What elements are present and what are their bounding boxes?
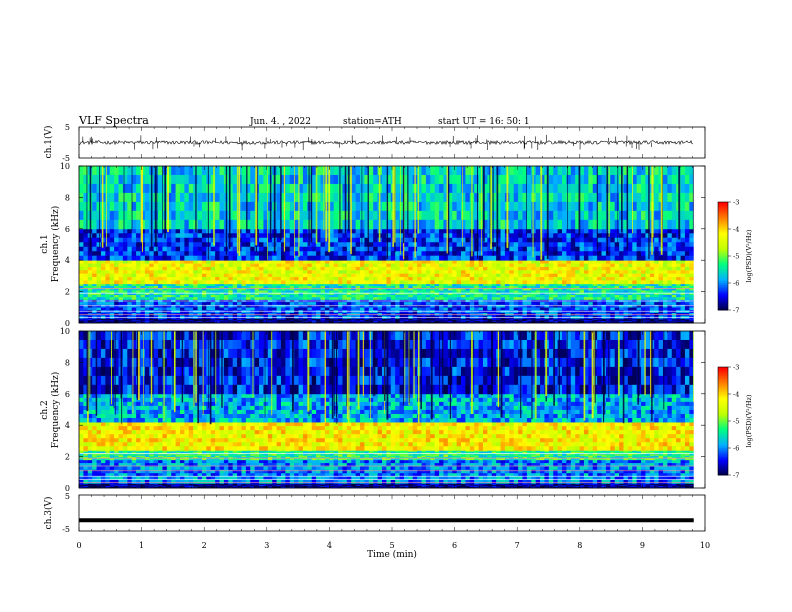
station-label: station=ATH <box>343 117 402 127</box>
ch1-colorbar-tick-label: -5 <box>733 253 739 261</box>
date-label: Jun. 4. , 2022 <box>249 117 311 127</box>
ch3-waveform-ylabel: ch.3(V) <box>43 497 54 530</box>
time-axis-tick-label: 10 <box>700 541 710 550</box>
ch1-spectrogram-ytick-label: 0 <box>65 319 70 328</box>
ch2-colorbar-tick-label: -4 <box>733 391 739 399</box>
time-axis-tick-label: 0 <box>76 541 81 550</box>
ch1-spectrogram-ytick-label: 8 <box>65 193 70 202</box>
ch1-waveform-ylabel: ch.1(V) <box>43 126 54 159</box>
ch1-colorbar-tick-label: -3 <box>733 199 739 207</box>
ch1-waveform-spikes <box>82 134 652 151</box>
time-axis-tick-label: 3 <box>264 541 269 550</box>
time-axis-tick-label: 1 <box>139 541 144 550</box>
ch1-spectrogram-yticks: 10 8 6 4 2 0 <box>60 162 706 328</box>
ch1-colorbar-tick-label: -6 <box>733 280 739 288</box>
time-axis-tick-label: 4 <box>327 541 332 550</box>
start-time-label: start UT = 16: 50: 1 <box>438 117 530 127</box>
ch2-spectrogram-ytick-label: 2 <box>65 453 70 462</box>
time-axis-ticks: 0 1 2 3 4 5 6 7 8 9 10 <box>76 495 710 550</box>
ch1-waveform-trace <box>79 139 694 146</box>
ch1-spectrogram-ytick-label: 10 <box>60 162 70 171</box>
ch1-spectrogram-panel: 10 8 6 4 2 0 ch.1 Frequency (kHz) <box>40 162 706 328</box>
time-axis-tick-label: 2 <box>202 541 207 550</box>
ch1-colorbar-label: log(PSD)(V²/Hz) <box>745 229 753 282</box>
time-axis-tick-label: 9 <box>640 541 645 550</box>
ch2-colorbar: -3 -4 -5 -6 -7 log(PSD)(V²/Hz) <box>717 364 753 480</box>
ch1-colorbar-tick-label: -4 <box>733 226 739 234</box>
ch2-colorbar-tick-label: -7 <box>733 472 739 480</box>
ch1-colorbar: -3 -4 -5 -6 -7 log(PSD)(V²/Hz) <box>717 199 753 315</box>
ch2-spectrogram-ytick-label: 10 <box>60 327 70 336</box>
ch3-ytick-bottom: -5 <box>62 525 70 534</box>
ch2-spectrogram-panel: 10 8 6 4 2 0 ch.2 Frequency (kHz) <box>40 327 706 493</box>
ch3-waveform-frame <box>78 494 706 532</box>
ch1-spectrogram-ytick-label: 2 <box>65 288 70 297</box>
ch1-waveform-panel: 5 -5 ch.1(V) <box>43 123 706 163</box>
time-axis-tick-label: 8 <box>577 541 582 550</box>
time-axis-tick-label: 6 <box>452 541 457 550</box>
time-axis-tick-label: 7 <box>515 541 520 550</box>
ch2-spectrogram-ytick-label: 0 <box>65 484 70 493</box>
ch1-spectrogram-ytick-label: 6 <box>65 225 70 234</box>
ch2-spectrogram-ylabel-frequency: Frequency (kHz) <box>50 372 61 449</box>
ch1-spectrogram-ylabel-frequency: Frequency (kHz) <box>50 206 61 283</box>
ch1-spectrogram-image <box>79 166 705 324</box>
ch1-colorbar-tick-label: -7 <box>733 307 739 315</box>
ch1-spectrogram-ylabel-channel: ch.1 <box>40 234 50 253</box>
ch2-spectrogram-ytick-label: 6 <box>65 390 70 399</box>
ch3-ytick-top: 5 <box>65 492 70 501</box>
ch3-waveform-panel: 5 -5 ch.3(V) <box>43 492 706 534</box>
ch1-ytick-top: 5 <box>65 123 70 132</box>
time-axis-tick-label: 5 <box>389 541 394 550</box>
ch2-spectrogram-ytick-label: 4 <box>65 421 70 430</box>
ch2-spectrogram-yticks: 10 8 6 4 2 0 <box>60 327 706 493</box>
ch2-spectrogram-ytick-label: 8 <box>65 358 70 367</box>
ch2-colorbar-tick-label: -6 <box>733 445 739 453</box>
ch1-ytick-bottom: -5 <box>62 154 70 163</box>
ch2-colorbar-label: log(PSD)(V²/Hz) <box>745 394 753 447</box>
ch2-colorbar-tick-label: -5 <box>733 418 739 426</box>
time-axis-label: Time (min) <box>367 549 417 560</box>
ch1-spectrogram-ytick-label: 4 <box>65 256 70 265</box>
figure-title: VLF Spectra <box>78 114 149 127</box>
ch2-spectrogram-ylabel-channel: ch.2 <box>40 400 50 419</box>
ch2-spectrogram-image <box>79 331 705 489</box>
ch2-colorbar-tick-label: -3 <box>733 364 739 372</box>
